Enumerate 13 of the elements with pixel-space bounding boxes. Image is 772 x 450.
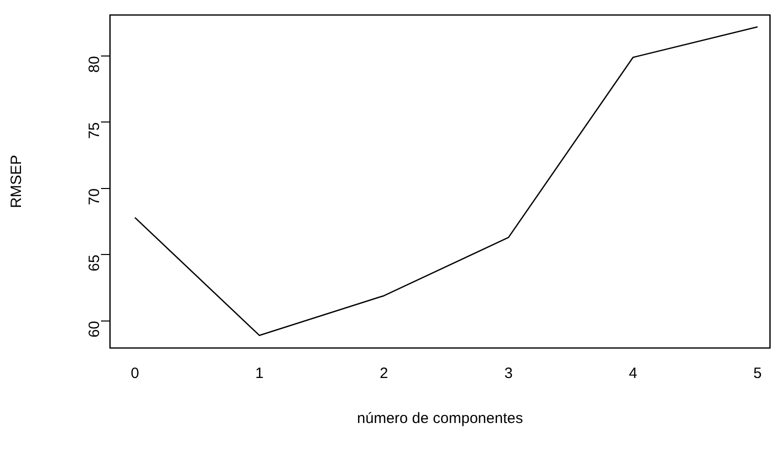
- x-tick-label: 3: [504, 365, 513, 382]
- x-tick-label: 4: [628, 365, 638, 382]
- x-tick-label: 2: [380, 365, 388, 382]
- x-axis-title: número de componentes: [357, 410, 523, 428]
- y-tick-label: 65: [86, 254, 104, 272]
- x-tick-label: 5: [753, 365, 762, 382]
- y-tick-label: 60: [86, 320, 104, 338]
- y-tick-label: 75: [86, 122, 104, 139]
- y-tick-label: 70: [86, 188, 104, 206]
- x-tick-label: 0: [130, 365, 140, 382]
- y-axis-title: RMSEP: [8, 154, 26, 208]
- y-tick-label: 80: [86, 56, 104, 73]
- x-tick-label: 1: [255, 365, 264, 382]
